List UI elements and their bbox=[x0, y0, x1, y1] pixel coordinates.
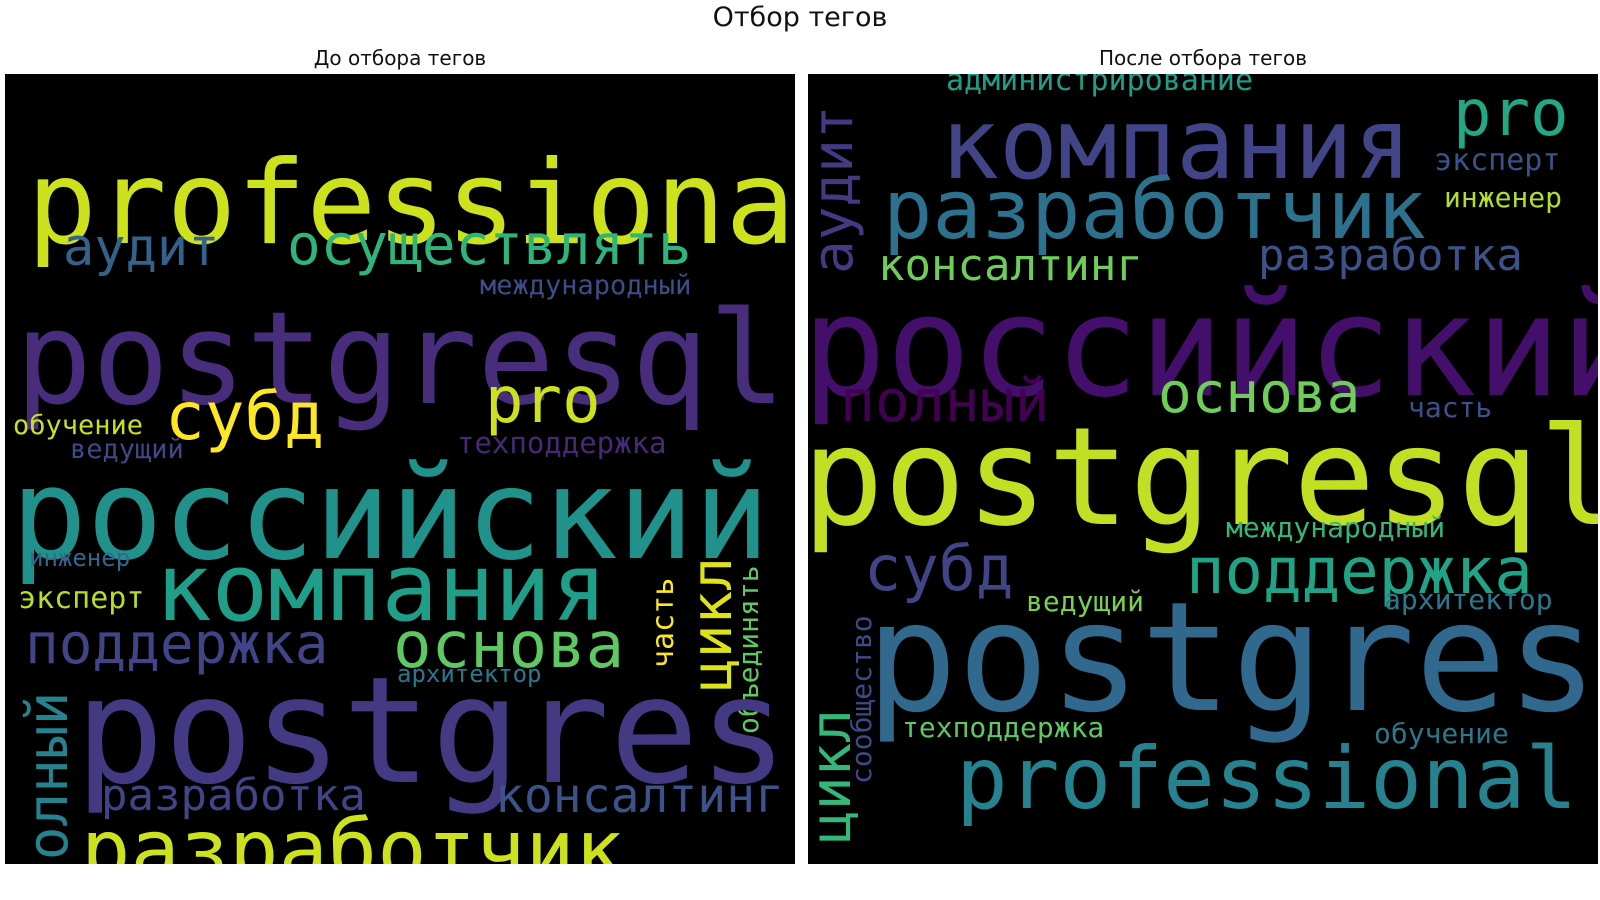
word-postgres: postgres bbox=[866, 569, 1598, 746]
word-tekhpodderzhka: техподдержка bbox=[902, 711, 1105, 744]
word-mezhdunarodny: международный bbox=[1226, 511, 1446, 544]
word-rossiysky: российский bbox=[11, 441, 770, 588]
word-cloud-before: professional аудит осуществлять междунар… bbox=[5, 74, 795, 864]
word-kompaniya: компания bbox=[155, 534, 608, 643]
word-cloud-after: администрирование компания pro аудит экс… bbox=[808, 74, 1598, 864]
word-konsalting: консалтинг bbox=[878, 240, 1143, 291]
word-pro: pro bbox=[1453, 77, 1569, 151]
word-razrabotchik: разработчик bbox=[81, 803, 625, 865]
word-inzhener: инженер bbox=[29, 544, 131, 572]
word-postgresql: postgresql bbox=[15, 285, 786, 434]
word-podderzhka: поддержка bbox=[25, 612, 329, 677]
word-obuchenie: обучение bbox=[13, 410, 144, 441]
word-osushchestvlyat: осуществлять bbox=[287, 213, 692, 278]
word-podderzhka: поддержка bbox=[1186, 535, 1533, 609]
word-osnova: основа bbox=[393, 609, 625, 683]
word-ekspert: эксперт bbox=[1434, 143, 1561, 178]
word-audit: аудит bbox=[808, 105, 866, 274]
word-tekhpodderzhka: техподдержка bbox=[457, 426, 667, 460]
word-professional: professional bbox=[956, 729, 1578, 829]
word-postgresql: postgresql bbox=[808, 399, 1598, 557]
word-vedushchy: ведущий bbox=[1026, 585, 1145, 618]
word-pro: pro bbox=[485, 364, 601, 438]
word-audit: аудит bbox=[63, 218, 220, 278]
word-razrabotchik: разработчик bbox=[883, 163, 1427, 258]
word-tsikl: цикл bbox=[808, 709, 864, 844]
panel-title-before: До отбора тегов bbox=[313, 46, 487, 70]
word-mezhdunarodny: международный bbox=[480, 270, 692, 301]
word-osnova: основа bbox=[1158, 361, 1361, 426]
word-inzhener: инженер bbox=[1444, 181, 1563, 214]
word-konsalting: консалтинг bbox=[495, 768, 784, 824]
word-subd: субд bbox=[165, 378, 324, 455]
word-razrabotka: разработка bbox=[1258, 230, 1523, 281]
word-polny: полный bbox=[16, 691, 81, 864]
word-administrirovanie: администрирование bbox=[946, 74, 1254, 98]
word-professional: professional bbox=[27, 136, 795, 271]
word-arkhitektor: архитектор bbox=[397, 660, 542, 688]
word-razrabotka: разработка bbox=[101, 770, 366, 821]
word-rossiysky: российский bbox=[808, 266, 1598, 429]
word-chast: часть bbox=[1408, 391, 1493, 424]
word-polny: полный bbox=[840, 367, 1050, 435]
word-obuchenie: обучение bbox=[1374, 717, 1509, 750]
word-subd: субд bbox=[864, 532, 1014, 605]
word-arkhitektor: архитектор bbox=[1384, 583, 1553, 616]
word-ekspert: эксперт bbox=[18, 581, 145, 616]
figure-title: Отбор тегов bbox=[712, 2, 888, 33]
word-postgres: postgres bbox=[75, 645, 788, 817]
word-kompaniya: компания bbox=[940, 88, 1413, 202]
panel-title-after: После отбора тегов bbox=[1099, 46, 1307, 70]
word-vedushchy: ведущий bbox=[70, 434, 184, 465]
